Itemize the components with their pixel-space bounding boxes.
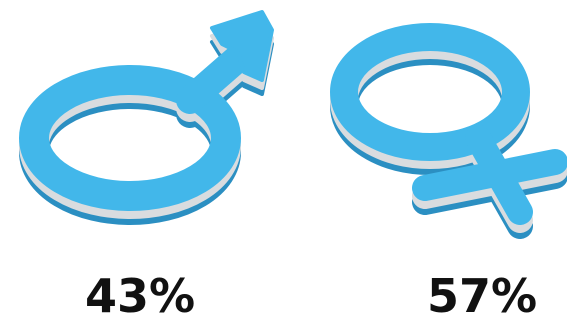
- male-percentage: 43%: [85, 269, 195, 317]
- female-percentage: 57%: [427, 269, 537, 317]
- male-symbol: [34, 12, 272, 210]
- infographic: 43% 57%: [0, 0, 567, 317]
- page: {"labels": ["43%", "57%"]} 43% 57% (() =…: [0, 0, 567, 317]
- female-symbol: [344, 37, 555, 226]
